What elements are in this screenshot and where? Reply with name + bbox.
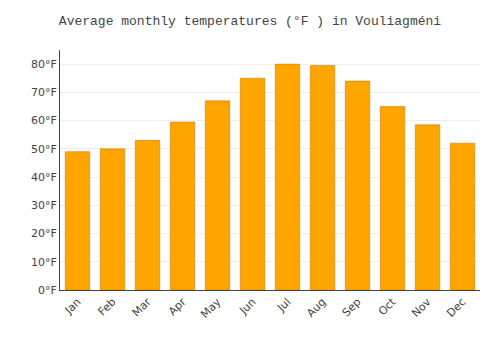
svg-text:80°F: 80°F bbox=[31, 58, 57, 71]
svg-text:60°F: 60°F bbox=[31, 114, 57, 127]
svg-text:30°F: 30°F bbox=[31, 199, 57, 212]
svg-text:50°F: 50°F bbox=[31, 143, 57, 156]
svg-text:Dec: Dec bbox=[444, 296, 468, 320]
svg-text:Mar: Mar bbox=[130, 295, 154, 319]
svg-text:Sep: Sep bbox=[340, 296, 364, 320]
svg-text:0°F: 0°F bbox=[38, 284, 57, 297]
svg-text:Jan: Jan bbox=[62, 296, 84, 318]
svg-text:Jun: Jun bbox=[236, 295, 258, 317]
svg-text:Jul: Jul bbox=[274, 296, 293, 315]
svg-text:Oct: Oct bbox=[376, 295, 399, 318]
svg-text:Feb: Feb bbox=[96, 296, 119, 319]
svg-text:Nov: Nov bbox=[409, 295, 434, 320]
svg-text:10°F: 10°F bbox=[31, 256, 57, 269]
svg-text:20°F: 20°F bbox=[31, 227, 57, 240]
svg-text:Aug: Aug bbox=[304, 296, 328, 320]
svg-text:Average monthly temperatures (: Average monthly temperatures (°F ) in Vo… bbox=[59, 14, 441, 29]
svg-text:Apr: Apr bbox=[166, 295, 189, 318]
svg-text:70°F: 70°F bbox=[31, 86, 57, 99]
svg-text:May: May bbox=[198, 295, 224, 321]
svg-text:40°F: 40°F bbox=[31, 171, 57, 184]
